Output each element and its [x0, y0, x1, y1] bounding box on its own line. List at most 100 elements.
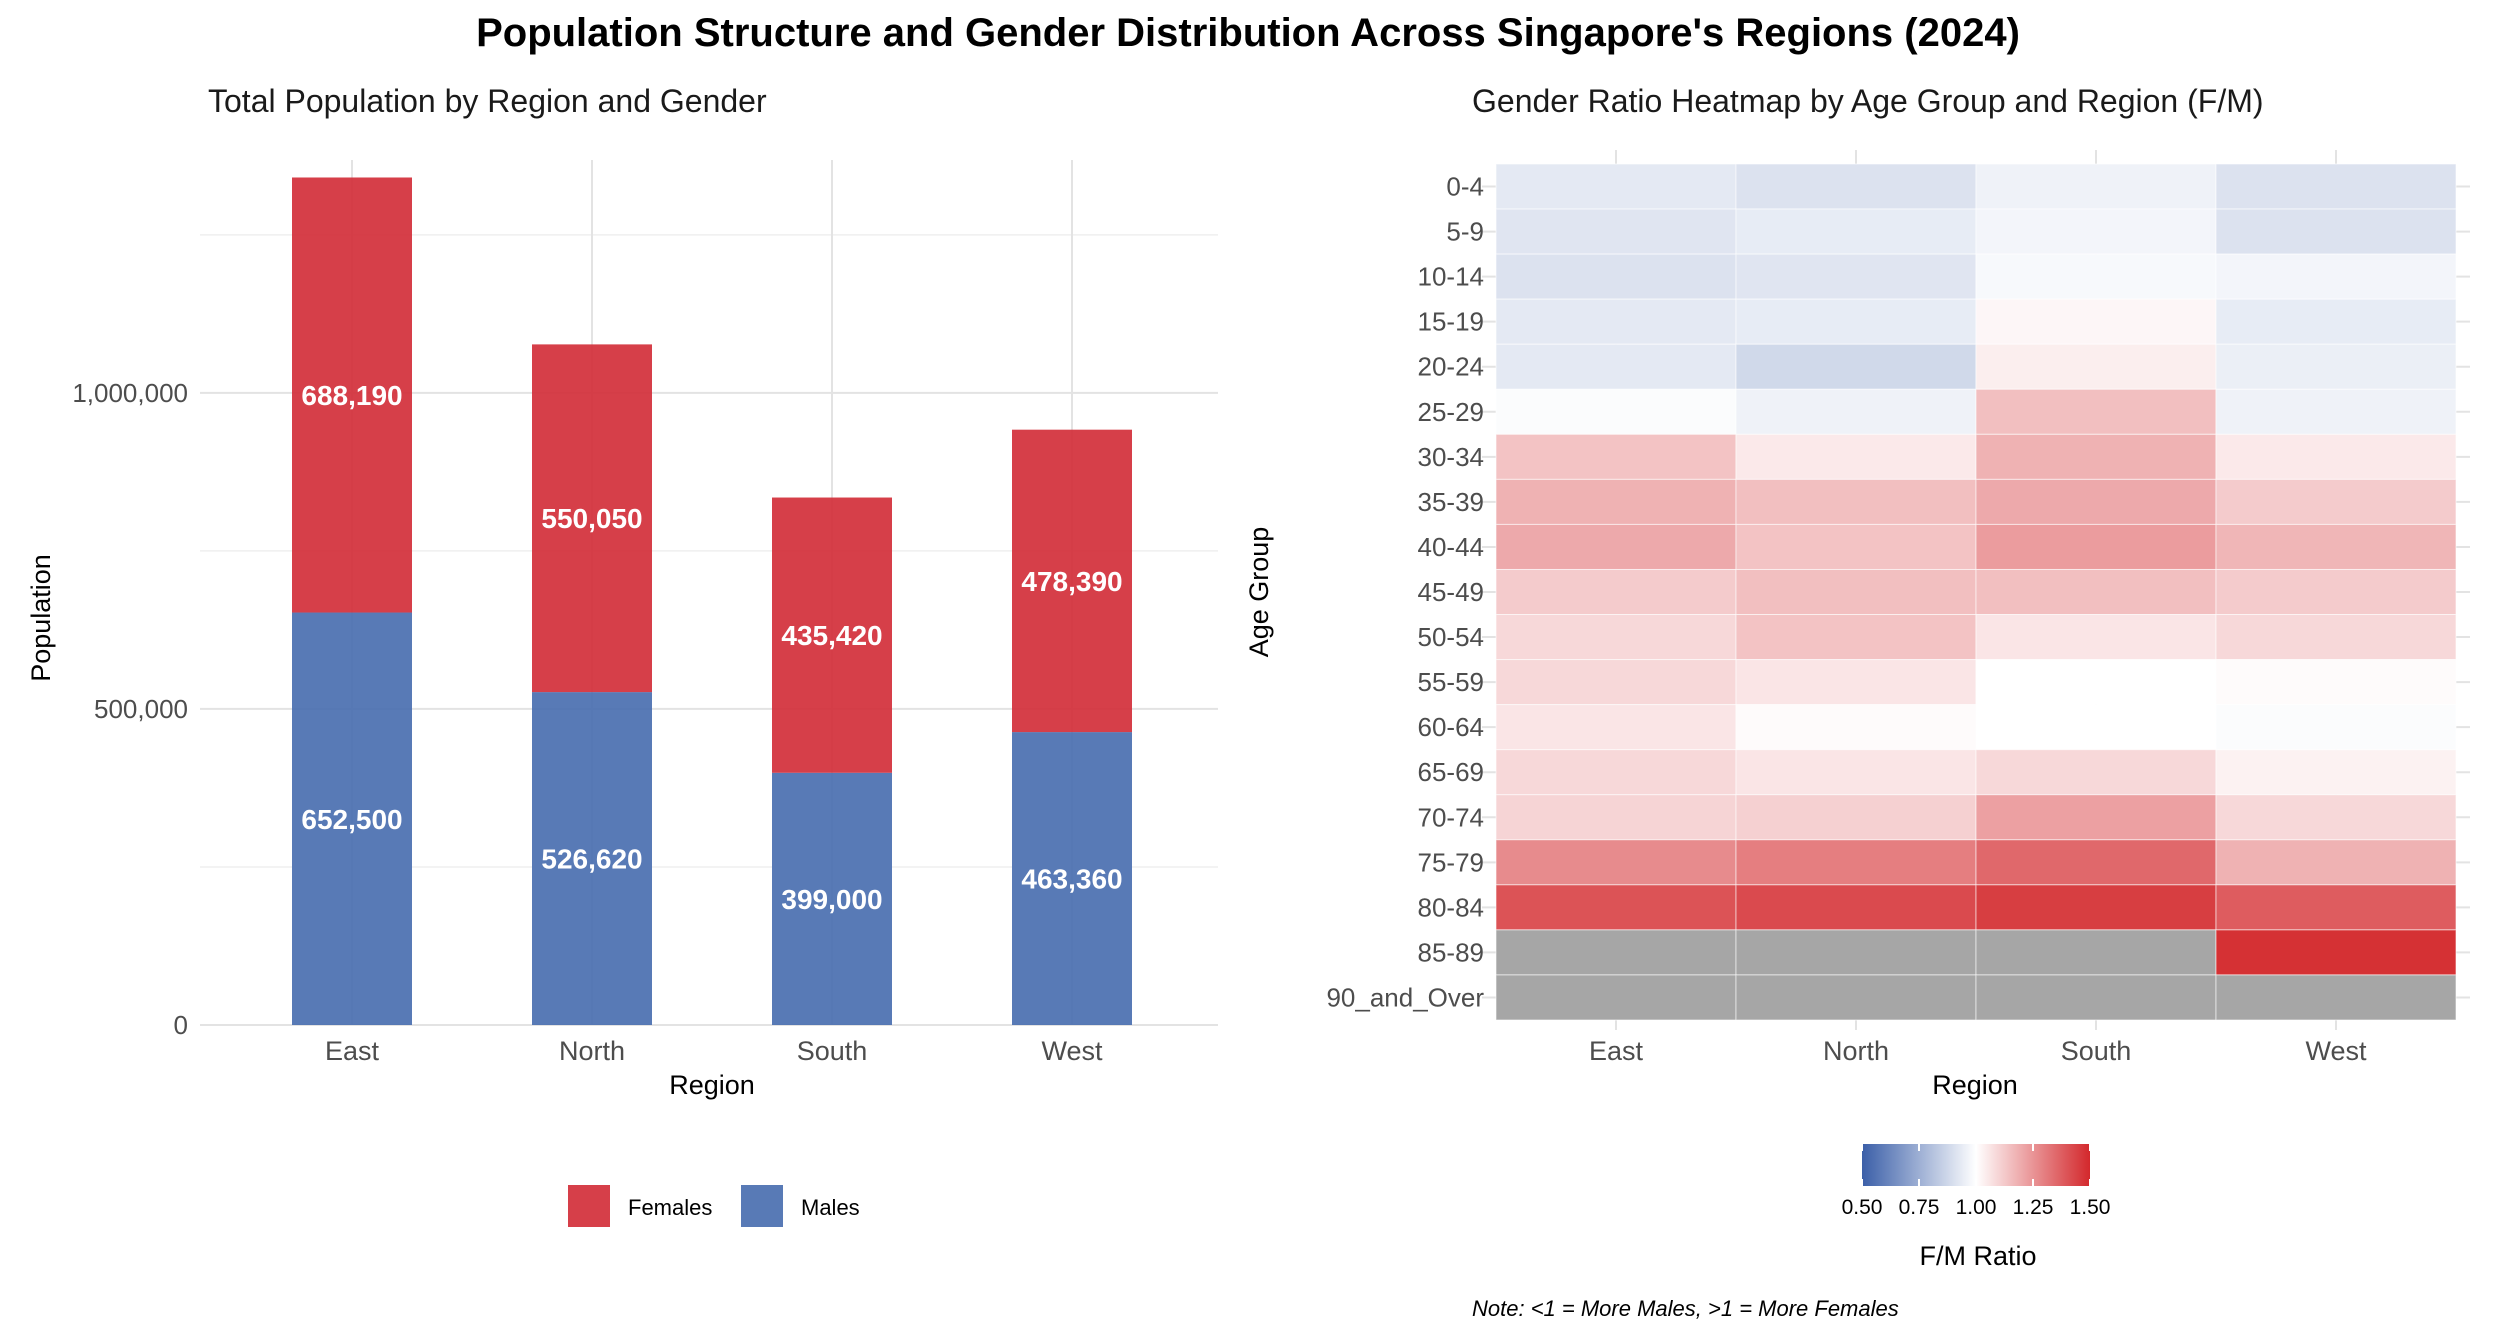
heatmap-cell-west-10-14 — [2215, 253, 2457, 300]
heatmap-y-tick-label: 30-34 — [1418, 442, 1485, 472]
heatmap-y-tick-label: 45-49 — [1418, 577, 1485, 607]
heatmap-cell-south-75-79 — [1975, 839, 2217, 886]
heatmap-cell-south-10-14 — [1975, 253, 2217, 300]
heatmap-y-ticks: 0-4 5-9 10-14 15-19 20-24 25-29 30-34 35-39 40-4… — [1326, 172, 1484, 1013]
heatmap-cell-west-30-34 — [2215, 433, 2457, 480]
heatmap-cell-west-55-59 — [2215, 659, 2457, 706]
heatmap-chart: Gender Ratio Heatmap by Age Group and Re… — [1244, 83, 2470, 1321]
heatmap-cell-east-25-29 — [1495, 388, 1737, 435]
heatmap-cell-west-70-74 — [2215, 794, 2457, 841]
heatmap-cell-west-85-89 — [2215, 929, 2457, 976]
heatmap-cell-south-30-34 — [1975, 433, 2217, 480]
heatmap-cell-north-20-24 — [1735, 343, 1977, 390]
heatmap-y-tick-label: 50-54 — [1418, 622, 1485, 652]
bar-data-label: 652,500 — [301, 804, 402, 835]
heatmap-y-tick-label: 20-24 — [1418, 352, 1485, 382]
heatmap-cell-south-85-89 — [1975, 929, 2217, 976]
heatmap-cell-north-15-19 — [1735, 298, 1977, 345]
heatmap-cell-west-25-29 — [2215, 388, 2457, 435]
heatmap-title: Gender Ratio Heatmap by Age Group and Re… — [1472, 83, 2264, 119]
heatmap-cell-east-85-89 — [1495, 929, 1737, 976]
legend-swatch-females — [568, 1185, 610, 1227]
bar-data-label: 435,420 — [781, 620, 882, 651]
heatmap-cell-north-70-74 — [1735, 794, 1977, 841]
heatmap-cell-east-75-79 — [1495, 839, 1737, 886]
heatmap-y-tick-label: 25-29 — [1418, 397, 1485, 427]
colorbar-tick-label: 0.50 — [1842, 1196, 1883, 1219]
bar-data-label: 526,620 — [541, 844, 642, 875]
heatmap-cell-south-20-24 — [1975, 343, 2217, 390]
heatmap-cell-east-10-14 — [1495, 253, 1737, 300]
heatmap-cell-north-65-69 — [1735, 749, 1977, 796]
bar-males-west — [1012, 732, 1132, 1025]
bar-legend: Females Males — [568, 1185, 860, 1227]
heatmap-y-tick-label: 60-64 — [1418, 712, 1485, 742]
bar-data-label: 478,390 — [1021, 566, 1122, 597]
bar-x-tick-label: South — [797, 1036, 868, 1066]
heatmap-cell-north-55-59 — [1735, 659, 1977, 706]
bar-marks: 652,500 526,620 399,000 463,360 688,190 550,0… — [292, 177, 1132, 1025]
heatmap-y-tick-label: 0-4 — [1446, 172, 1484, 202]
heatmap-cell-east-5-9 — [1495, 208, 1737, 255]
heatmap-x-tick-label: South — [2061, 1036, 2132, 1066]
bar-x-tick-label: North — [559, 1036, 625, 1066]
bar-data-label: 463,360 — [1021, 864, 1122, 895]
heatmap-cell-north-45-49 — [1735, 568, 1977, 616]
heatmap-cell-west-80-84 — [2215, 884, 2457, 931]
heatmap-y-tick-label: 70-74 — [1418, 802, 1485, 832]
heatmap-cell-east-15-19 — [1495, 298, 1737, 345]
heatmap-cell-east-80-84 — [1495, 884, 1737, 931]
heatmap-cell-east-0-4 — [1495, 163, 1737, 210]
heatmap-cell-south-40-44 — [1975, 523, 2217, 570]
heatmap-cell-south-65-69 — [1975, 749, 2217, 796]
heatmap-cell-south-15-19 — [1975, 298, 2217, 345]
bar-chart: Total Population by Region and Gender 65… — [26, 83, 1218, 1227]
heatmap-cell-east-55-59 — [1495, 659, 1737, 706]
heatmap-y-tick-label: 55-59 — [1418, 667, 1485, 697]
heatmap-cell-south-45-49 — [1975, 568, 2217, 616]
heatmap-cell-north-10-14 — [1735, 253, 1977, 300]
heatmap-x-tick-label: North — [1823, 1036, 1889, 1066]
heatmap-cell-north-5-9 — [1735, 208, 1977, 255]
bar-data-label: 399,000 — [781, 884, 882, 915]
heatmap-cell-west-35-39 — [2215, 478, 2457, 525]
heatmap-cell-east-40-44 — [1495, 523, 1737, 570]
bar-males-north — [532, 692, 652, 1025]
heatmap-cell-north-0-4 — [1735, 163, 1977, 210]
heatmap-cell-south-60-64 — [1975, 704, 2217, 751]
heatmap-y-tick-label: 80-84 — [1418, 892, 1485, 922]
bar-y-tick-label: 500,000 — [94, 694, 188, 724]
colorbar-tick-label: 1.25 — [2013, 1196, 2054, 1219]
bar-x-tick-label: West — [1041, 1036, 1103, 1066]
heatmap-cell-north-85-89 — [1735, 929, 1977, 976]
heatmap-cell-north-35-39 — [1735, 478, 1977, 525]
heatmap-cell-south-35-39 — [1975, 478, 2217, 525]
heatmap-cell-west-20-24 — [2215, 343, 2457, 390]
heatmap-cell-south-5-9 — [1975, 208, 2217, 255]
heatmap-y-tick-label: 5-9 — [1446, 217, 1484, 247]
heatmap-cell-east-30-34 — [1495, 433, 1737, 480]
bar-females-north — [532, 344, 652, 693]
bar-x-tick-label: East — [325, 1036, 380, 1066]
bar-x-ticks: East North South West — [325, 1036, 1103, 1066]
heatmap-cell-west-40-44 — [2215, 523, 2457, 570]
bar-males-east — [292, 612, 412, 1025]
heatmap-y-tick-label: 75-79 — [1418, 847, 1485, 877]
legend-label-males: Males — [801, 1195, 860, 1220]
heatmap-x-ticks: East North South West — [1589, 1036, 2367, 1066]
bar-females-west — [1012, 429, 1132, 733]
heatmap-y-tick-label: 15-19 — [1418, 307, 1485, 337]
colorbar-title: F/M Ratio — [1919, 1241, 2036, 1271]
heatmap-cell-west-50-54 — [2215, 614, 2457, 661]
heatmap-cell-west-90_and_Over — [2215, 974, 2457, 1021]
heatmap-cell-north-40-44 — [1735, 523, 1977, 570]
bar-y-ticks: 0 500,000 1,000,000 — [72, 378, 188, 1040]
heatmap-y-axis-label: Age Group — [1244, 527, 1274, 658]
heatmap-cell-east-20-24 — [1495, 343, 1737, 390]
heatmap-cell-north-60-64 — [1735, 704, 1977, 751]
heatmap-cells — [1495, 163, 2457, 1021]
bar-chart-title: Total Population by Region and Gender — [208, 83, 767, 119]
heatmap-cell-south-55-59 — [1975, 659, 2217, 706]
colorbar-tick-label: 1.50 — [2070, 1196, 2111, 1219]
